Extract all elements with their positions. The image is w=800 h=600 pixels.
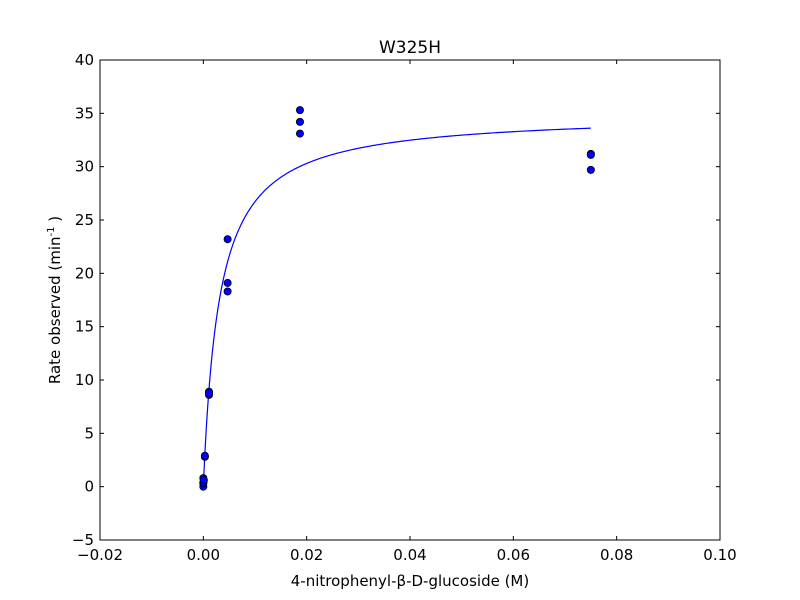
y-tick-label: 20 <box>75 264 94 282</box>
plot-area <box>199 106 595 491</box>
data-point <box>199 476 208 485</box>
y-axis-label-suffix: ) <box>46 216 64 227</box>
x-tick-label: 0.04 <box>393 546 426 564</box>
x-axis-label: 4-nitrophenyl-β-D-glucoside (M) <box>291 572 529 590</box>
data-point <box>205 388 214 397</box>
data-point <box>295 106 304 115</box>
fit-line <box>202 127 591 487</box>
data-point <box>223 287 232 296</box>
x-tick-label: −0.02 <box>77 546 123 564</box>
y-axis-label-superscript: -1 <box>46 227 57 237</box>
data-point <box>586 165 595 174</box>
y-tick-label: 35 <box>75 104 94 122</box>
y-axis-label-prefix: Rate observed (min <box>46 237 64 385</box>
x-tick-label: 0.08 <box>600 546 633 564</box>
y-tick-label: 10 <box>75 371 94 389</box>
plot-frame <box>99 59 721 541</box>
y-axis-ticks: −5 0 5 10 15 20 25 30 35 40 <box>72 51 720 549</box>
chart-title: W325H <box>379 38 441 58</box>
y-tick-label: 5 <box>84 424 94 442</box>
x-tick-label: 0.10 <box>703 546 736 564</box>
y-tick-label: 30 <box>75 158 94 176</box>
y-tick-label: 40 <box>75 51 94 69</box>
y-tick-label: 25 <box>75 211 94 229</box>
data-point <box>223 235 232 244</box>
x-axis-ticks: −0.02 0.00 0.02 0.04 0.06 0.08 0.10 <box>77 60 737 564</box>
data-point <box>586 150 595 159</box>
y-axis-label: Rate observed (min-1 ) <box>46 216 64 384</box>
x-tick-label: 0.00 <box>187 546 220 564</box>
scatter-points-layer <box>199 106 595 491</box>
x-tick-label: 0.02 <box>290 546 323 564</box>
data-point <box>295 117 304 126</box>
x-tick-label: 0.06 <box>497 546 530 564</box>
data-point <box>295 129 304 138</box>
fit-curve-layer <box>202 127 591 487</box>
y-tick-label: 15 <box>75 318 94 336</box>
y-tick-label: −5 <box>72 531 94 549</box>
y-tick-label: 0 <box>84 478 94 496</box>
data-point <box>223 278 232 287</box>
data-point <box>200 451 209 460</box>
